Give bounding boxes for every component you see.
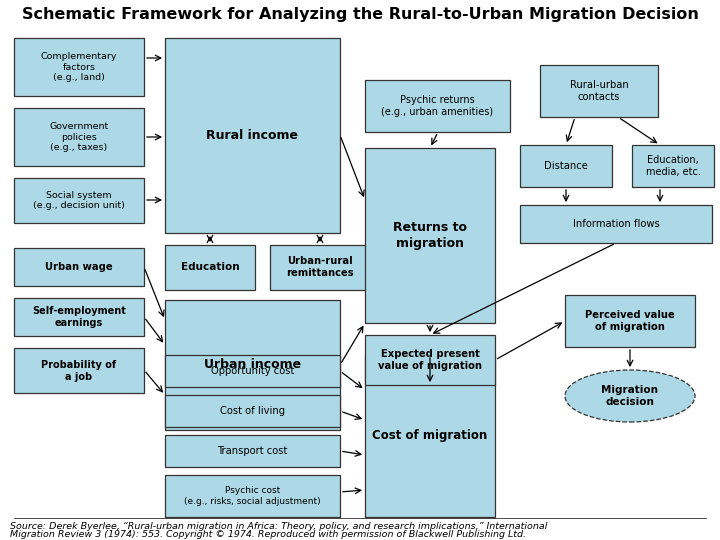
Text: Government
policies
(e.g., taxes): Government policies (e.g., taxes) (50, 122, 109, 152)
FancyBboxPatch shape (165, 395, 340, 427)
Text: Opportunity cost: Opportunity cost (211, 366, 294, 376)
Text: Social system
(e.g., decision unit): Social system (e.g., decision unit) (33, 191, 125, 211)
Text: Distance: Distance (544, 161, 588, 171)
Text: Psychic returns
(e.g., urban amenities): Psychic returns (e.g., urban amenities) (382, 95, 494, 117)
FancyBboxPatch shape (14, 38, 144, 96)
Text: Migration Review 3 (1974): 553. Copyright © 1974. Reproduced with permission of : Migration Review 3 (1974): 553. Copyrigh… (10, 530, 526, 539)
FancyBboxPatch shape (14, 178, 144, 223)
Text: Perceived value
of migration: Perceived value of migration (585, 310, 675, 332)
Text: Probability of
a job: Probability of a job (42, 360, 117, 381)
Text: Self-employment
earnings: Self-employment earnings (32, 306, 126, 328)
Text: Rural-urban
contacts: Rural-urban contacts (570, 80, 629, 102)
FancyBboxPatch shape (165, 435, 340, 467)
Text: Education: Education (181, 262, 239, 273)
FancyBboxPatch shape (632, 145, 714, 187)
FancyBboxPatch shape (165, 38, 340, 233)
Text: Information flows: Information flows (572, 219, 660, 229)
FancyBboxPatch shape (14, 108, 144, 166)
FancyBboxPatch shape (365, 335, 495, 385)
FancyBboxPatch shape (520, 145, 612, 187)
FancyBboxPatch shape (365, 80, 510, 132)
Text: Education,
media, etc.: Education, media, etc. (646, 155, 701, 177)
Text: Source: Derek Byerlee, “Rural-urban migration in Africa: Theory, policy, and res: Source: Derek Byerlee, “Rural-urban migr… (10, 522, 547, 531)
Text: Cost of living: Cost of living (220, 406, 285, 416)
Text: Urban-rural
remittances: Urban-rural remittances (286, 256, 354, 279)
FancyBboxPatch shape (540, 65, 658, 117)
Ellipse shape (565, 370, 695, 422)
FancyBboxPatch shape (14, 248, 144, 286)
Text: Complementary
factors
(e.g., land): Complementary factors (e.g., land) (41, 52, 117, 82)
FancyBboxPatch shape (520, 205, 712, 243)
Text: Migration
decision: Migration decision (601, 385, 659, 407)
Text: Urban wage: Urban wage (45, 262, 113, 272)
FancyBboxPatch shape (365, 148, 495, 323)
Text: Urban income: Urban income (204, 359, 301, 372)
Text: Expected present
value of migration: Expected present value of migration (378, 349, 482, 371)
Text: Returns to
migration: Returns to migration (393, 221, 467, 249)
FancyBboxPatch shape (165, 245, 255, 290)
Text: Cost of migration: Cost of migration (372, 429, 487, 442)
Text: Psychic cost
(e.g., risks, social adjustment): Psychic cost (e.g., risks, social adjust… (184, 486, 321, 506)
FancyBboxPatch shape (165, 475, 340, 517)
FancyBboxPatch shape (365, 355, 495, 517)
FancyBboxPatch shape (565, 295, 695, 347)
FancyBboxPatch shape (165, 300, 340, 430)
FancyBboxPatch shape (14, 348, 144, 393)
Text: Schematic Framework for Analyzing the Rural-to-Urban Migration Decision: Schematic Framework for Analyzing the Ru… (22, 7, 698, 22)
Text: Rural income: Rural income (207, 129, 299, 142)
FancyBboxPatch shape (270, 245, 370, 290)
Text: Transport cost: Transport cost (217, 446, 288, 456)
FancyBboxPatch shape (14, 298, 144, 336)
FancyBboxPatch shape (165, 355, 340, 387)
